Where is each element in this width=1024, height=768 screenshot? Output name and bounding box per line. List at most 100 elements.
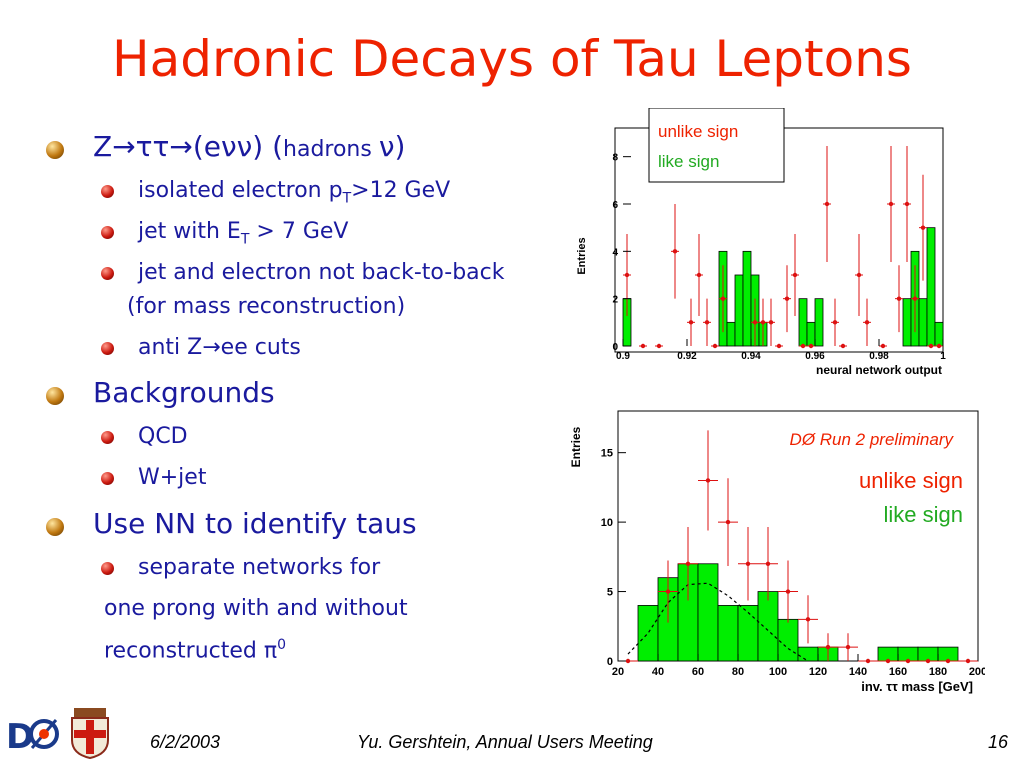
sub-text: > 7 GeV	[249, 219, 349, 244]
x-tick-label: 100	[769, 666, 787, 678]
sub-bullet-anti-z: anti Z→ee cuts	[138, 335, 301, 360]
sub-bullet-icon	[101, 342, 114, 355]
footer-date: 6/2/2003	[150, 732, 221, 752]
x-tick-label: 0.92	[677, 351, 697, 362]
data-point	[685, 561, 691, 566]
text-reconstructed-pi0: reconstructed π0	[104, 637, 286, 663]
data-point	[776, 343, 782, 349]
legend-like-sign: like sign	[884, 502, 963, 527]
data-point	[825, 644, 831, 650]
x-tick-label: 1	[940, 351, 946, 362]
inv-mass-chart: 20 40 60 80 100 120 140 160 180 200 0 5 10 15 Entries…	[569, 410, 985, 694]
histogram-bar	[797, 646, 819, 662]
sub-arrow-text: →	[202, 335, 221, 360]
bullet-hadrons-text: hadrons	[283, 137, 379, 162]
bullet-close-paren-text: )	[394, 130, 406, 163]
data-point	[864, 320, 870, 325]
data-point	[705, 478, 711, 483]
bullet-paren-text: ) (	[252, 130, 284, 163]
data-point	[824, 201, 830, 207]
y-axis-label: Entries	[569, 426, 583, 467]
sub-bullet-wjet: W+jet	[138, 465, 207, 490]
sub-bullet-icon	[101, 185, 114, 198]
histogram-bar	[637, 605, 659, 662]
histogram-bar	[806, 321, 816, 347]
data-point	[808, 343, 814, 349]
x-axis-label: neural network output	[816, 363, 942, 377]
x-tick-label: 0.98	[869, 351, 889, 362]
data-point	[845, 644, 851, 650]
x-tick-label: 0.9	[616, 351, 630, 362]
x-tick-label: 120	[809, 666, 827, 678]
data-point	[896, 296, 902, 301]
bullet-arrow-tautau-text: →ττ→	[112, 130, 193, 163]
data-point	[688, 320, 694, 325]
nn-output-chart: 0.9 0.92 0.94 0.96 0.98 1 0 2 4 6 8 Entries neural…	[576, 108, 946, 377]
x-tick-label: 160	[889, 666, 907, 678]
histogram-bar	[717, 605, 739, 662]
histogram-bar	[902, 298, 912, 347]
sub-bullet-back-to-back: jet and electron not back-to-back	[138, 260, 505, 285]
bullet-z-text: Z	[93, 130, 113, 163]
y-tick-label: 10	[601, 517, 613, 529]
sub-text: ee cuts	[220, 335, 301, 360]
x-tick-label: 180	[929, 666, 947, 678]
x-tick-label: 20	[612, 666, 624, 678]
data-point	[625, 658, 631, 664]
data-point	[792, 272, 798, 278]
data-point	[712, 343, 718, 349]
data-point	[965, 658, 971, 664]
sub-subscript: T	[342, 190, 352, 207]
university-crest-icon	[71, 708, 109, 760]
sub-bullet-icon	[101, 226, 114, 239]
sub-text: jet with E	[138, 219, 241, 244]
y-tick-label: 4	[612, 247, 618, 258]
histogram-bar	[697, 563, 719, 662]
data-point	[888, 201, 894, 207]
histogram-bar	[918, 298, 928, 347]
y-tick-label: 8	[612, 153, 618, 164]
sub-text: >12 GeV	[351, 178, 451, 203]
sub-bullet-icon	[101, 472, 114, 485]
histogram-bar	[814, 298, 824, 347]
data-point	[785, 589, 791, 594]
bullet-use-nn: Use NN to identify taus	[93, 507, 417, 540]
data-point	[885, 658, 891, 664]
sub-bullet-back-to-back-cont: (for mass reconstruction)	[127, 294, 406, 319]
data-point	[665, 589, 671, 594]
y-tick-label: 15	[601, 448, 613, 460]
y-axis-label: Entries	[576, 237, 588, 274]
data-point	[760, 320, 766, 325]
data-point	[840, 343, 846, 349]
data-point	[656, 343, 662, 349]
x-tick-label: 0.96	[805, 351, 825, 362]
data-point	[720, 296, 726, 301]
data-point	[745, 561, 751, 566]
data-point	[905, 658, 911, 664]
data-point	[704, 320, 710, 325]
data-point	[928, 343, 934, 349]
histogram-bar	[926, 227, 936, 347]
x-tick-label: 80	[732, 666, 744, 678]
data-point	[880, 343, 886, 349]
data-point	[725, 519, 731, 525]
sub-text: isolated electron p	[138, 178, 343, 203]
bullet-backgrounds: Backgrounds	[93, 376, 275, 409]
bullet-e-text: (e	[192, 130, 221, 163]
sub-bullet-icon	[101, 267, 114, 280]
histogram-bar	[757, 591, 779, 662]
data-point	[945, 658, 951, 664]
data-point	[904, 201, 910, 207]
bullet-icon	[46, 518, 64, 536]
data-point	[856, 272, 862, 278]
data-point	[768, 320, 774, 325]
sub-bullet-jet-et: jet with ET > 7 GeV	[138, 219, 348, 247]
bullet-z-decay: Z→ττ→(eνν) (hadrons ν)	[93, 130, 405, 163]
legend-box	[648, 108, 785, 183]
data-point	[925, 658, 931, 664]
text-one-prong: one prong with and without	[104, 596, 408, 621]
histogram-bar	[726, 321, 736, 347]
data-point	[696, 272, 702, 278]
data-point	[765, 561, 771, 566]
sub-bullet-isolated-electron: isolated electron pT>12 GeV	[138, 178, 450, 206]
